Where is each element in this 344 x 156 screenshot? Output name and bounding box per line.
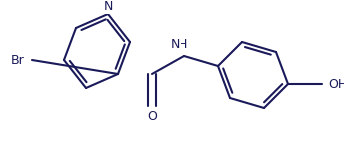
Text: Br: Br bbox=[11, 54, 25, 66]
Text: OH: OH bbox=[329, 78, 344, 90]
Text: N: N bbox=[103, 0, 113, 12]
Text: O: O bbox=[147, 110, 157, 122]
Text: H: H bbox=[177, 39, 187, 51]
Text: N: N bbox=[170, 39, 180, 51]
